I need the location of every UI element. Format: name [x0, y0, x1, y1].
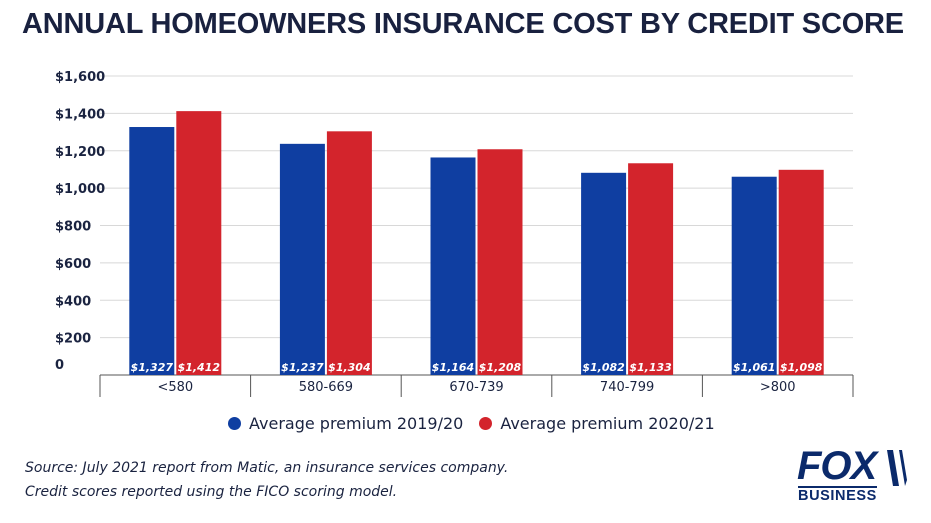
- bar: [279, 143, 325, 375]
- bar: [430, 157, 476, 375]
- bar-value-label: $1,061: [733, 361, 775, 374]
- logo-stripes-icon: [887, 450, 907, 486]
- bar-value-label: $1,327: [131, 361, 174, 374]
- legend: Average premium 2019/20 Average premium …: [228, 414, 731, 433]
- source-line: Source: July 2021 report from Matic, an …: [25, 460, 509, 476]
- y-tick-label: $200: [55, 332, 91, 347]
- y-tick-label: $1,600: [55, 70, 105, 85]
- bar: [581, 172, 627, 375]
- legend-dot-icon: [479, 417, 493, 430]
- bar: [628, 163, 674, 375]
- x-tick-label: <580: [157, 380, 193, 395]
- bar: [778, 169, 824, 375]
- source-line: Credit scores reported using the FICO sc…: [25, 484, 398, 500]
- y-tick-label: $400: [55, 294, 91, 309]
- bar: [477, 149, 523, 375]
- bar-chart: 0 $200 $400 $600 $800 $1,000 $1,200 $1,400 $1,60…: [55, 70, 854, 397]
- x-tick-label: 740-799: [600, 380, 654, 395]
- y-tick-label: 0: [55, 358, 64, 373]
- bar-value-label: $1,164: [432, 361, 474, 374]
- bar: [326, 131, 372, 375]
- y-tick-label: $600: [55, 257, 91, 272]
- y-tick-label: $800: [55, 220, 91, 235]
- legend-label: Average premium 2020/21: [500, 414, 715, 433]
- chart-title: ANNUAL HOMEOWNERS INSURANCE COST BY CRED…: [22, 8, 904, 40]
- legend-item-2019: Average premium 2019/20: [228, 414, 463, 433]
- logo-fox-text: FOX: [797, 444, 877, 488]
- bar-value-label: $1,208: [479, 361, 522, 374]
- legend-label: Average premium 2019/20: [249, 414, 464, 433]
- fox-business-logo: FOX BUSINESS: [797, 444, 909, 506]
- logo-business-text: BUSINESS: [798, 486, 877, 504]
- bar: [129, 127, 175, 375]
- bar-value-label: $1,133: [629, 361, 672, 374]
- x-tick-label: 580-669: [299, 380, 353, 395]
- legend-item-2020: Average premium 2020/21: [479, 414, 715, 433]
- bar-value-label: $1,098: [780, 361, 823, 374]
- bar-value-label: $1,082: [582, 361, 625, 374]
- source-note: Source: July 2021 report from Matic, an …: [25, 456, 508, 504]
- x-tick-label: 670-739: [449, 380, 503, 395]
- legend-dot-icon: [228, 417, 241, 430]
- y-tick-label: $1,000: [55, 182, 105, 197]
- x-tick-label: >800: [760, 380, 796, 395]
- bar-value-label: $1,237: [281, 361, 324, 374]
- y-tick-label: $1,400: [55, 107, 105, 122]
- bar-value-label: $1,412: [178, 361, 221, 374]
- bar: [731, 176, 777, 375]
- bar-value-label: $1,304: [328, 361, 370, 374]
- bar: [176, 111, 222, 375]
- y-tick-label: $1,200: [55, 145, 105, 160]
